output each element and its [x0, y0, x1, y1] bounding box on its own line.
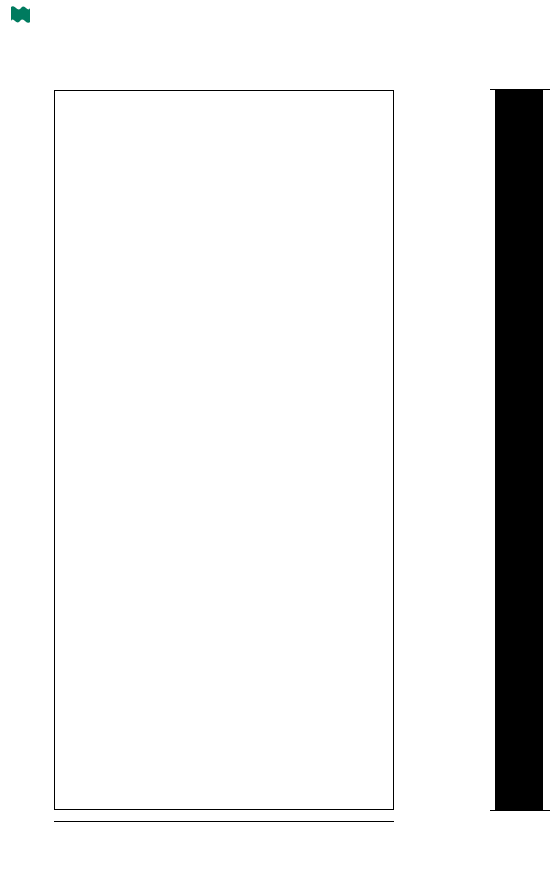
spectrogram — [54, 90, 394, 810]
usgs-logo — [8, 4, 34, 26]
x-axis — [0, 822, 552, 872]
plot-area — [0, 90, 552, 810]
amplitude-sidebar — [495, 90, 543, 810]
